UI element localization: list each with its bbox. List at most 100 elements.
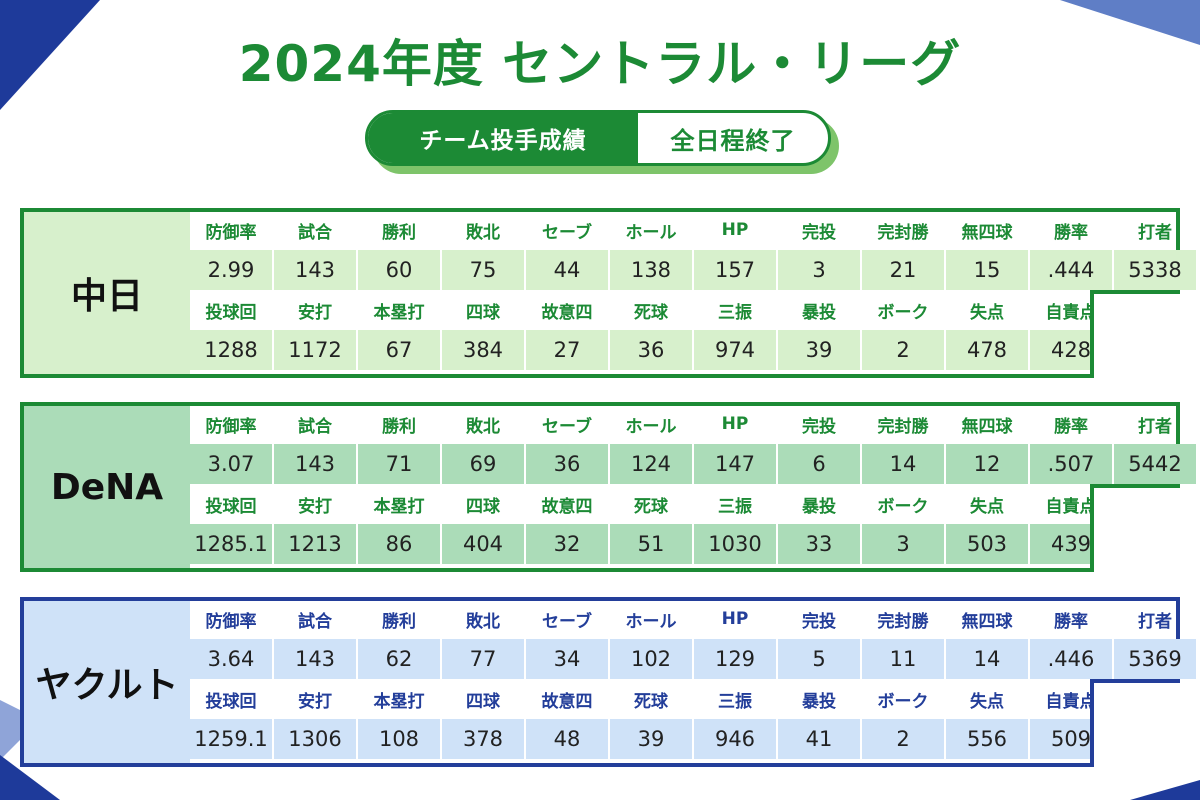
stat-header: 完投 (802, 222, 836, 243)
stat-value: 556 (946, 719, 1028, 759)
badge-status-label: 全日程終了 (670, 126, 796, 155)
stat-header: 故意四 (541, 302, 593, 323)
stat-value: 974 (694, 330, 776, 370)
stat-header: 完投 (802, 416, 836, 437)
stat-value: 108 (358, 719, 440, 759)
stat-value: 2.99 (190, 250, 272, 290)
team-stats-panel: DeNA 防御率 試合 勝利 敗北 セーブ ホール HP 完投 完封勝 無四球 勝率 打者 3.07 143… (20, 402, 1196, 572)
stat-value: 48 (526, 719, 608, 759)
stat-value: 143 (274, 444, 356, 484)
stat-value: .444 (1030, 250, 1112, 290)
stat-header: 無四球 (961, 222, 1013, 243)
stat-value: 2 (862, 330, 944, 370)
stat-header: ボーク (877, 302, 929, 323)
stat-value: 86 (358, 524, 440, 564)
stat-header-row: 防御率 試合 勝利 敗北 セーブ ホール HP 完投 完封勝 無四球 勝率 打者 (190, 601, 1198, 637)
stat-value: 5369 (1114, 639, 1196, 679)
stat-header: 敗北 (466, 222, 500, 243)
stat-header: 三振 (718, 302, 752, 323)
stat-header: ホール (625, 222, 677, 243)
stat-header: 失点 (970, 302, 1004, 323)
stat-value: 6 (778, 444, 860, 484)
stat-value-row: 3.64 143 62 77 34 102 129 5 11 14.446 5369 (190, 639, 1198, 679)
stat-header: セーブ (542, 416, 592, 437)
stat-value: 503 (946, 524, 1028, 564)
stat-header: 完投 (802, 611, 836, 632)
stat-header: 死球 (634, 302, 668, 323)
stat-value: 67 (358, 330, 440, 370)
stat-header: 死球 (634, 496, 668, 517)
stat-header: 暴投 (802, 302, 836, 323)
team-name: 中日 (24, 212, 190, 374)
stat-value: 5338 (1114, 250, 1196, 290)
stat-header: 安打 (298, 302, 332, 323)
stat-value: 33 (778, 524, 860, 564)
stat-value: 11 (862, 639, 944, 679)
stat-value-row: 2.99 143 60 75 44 138 157 3 21 15.444 5338 (190, 250, 1198, 290)
stat-value: 77 (442, 639, 524, 679)
stat-header: 本塁打 (373, 691, 425, 712)
stat-header: 四球 (466, 302, 500, 323)
stat-value: 62 (358, 639, 440, 679)
stat-header: 三振 (718, 496, 752, 517)
stat-header: 勝率 (1054, 611, 1088, 632)
stat-header: セーブ (542, 222, 592, 243)
stat-header: 敗北 (466, 611, 500, 632)
stat-header: HP (721, 414, 749, 434)
stat-header: 自責点 (1045, 496, 1097, 517)
stat-value: 75 (442, 250, 524, 290)
stat-header: ホール (625, 611, 677, 632)
stat-value: 60 (358, 250, 440, 290)
stat-value: 143 (274, 639, 356, 679)
stat-header: 試合 (298, 611, 332, 632)
stat-header: 試合 (298, 416, 332, 437)
stat-value: 147 (694, 444, 776, 484)
stat-header-row: 防御率 試合 勝利 敗北 セーブ ホール HP 完投 完封勝 無四球 勝率 打者 (190, 406, 1198, 442)
stat-value: 1306 (274, 719, 356, 759)
stat-value: 39 (610, 719, 692, 759)
stat-header: 故意四 (541, 691, 593, 712)
stat-value-row: 1259.1 1306 108 378 48 39 946 41 2 556 509 (190, 719, 1114, 759)
stat-header: 安打 (298, 691, 332, 712)
stat-header: 勝率 (1054, 416, 1088, 437)
stat-value: 36 (526, 444, 608, 484)
stat-header: ボーク (877, 496, 929, 517)
team-name: ヤクルト (24, 601, 190, 763)
stat-header: 完封勝 (877, 416, 929, 437)
stat-header: 投球回 (205, 496, 257, 517)
stat-value: 41 (778, 719, 860, 759)
stat-value: 5 (778, 639, 860, 679)
badge-category-label: チーム投手成績 (368, 113, 638, 163)
team-name: DeNA (24, 406, 190, 568)
stat-header-row: 投球回 安打 本塁打 四球 故意四 死球 三振 暴投 ボーク 失点 自責点 (190, 681, 1114, 717)
stat-header: 失点 (970, 496, 1004, 517)
stat-value: 1288 (190, 330, 272, 370)
stat-header: 完封勝 (877, 222, 929, 243)
stat-value: 1213 (274, 524, 356, 564)
stat-value: 14 (862, 444, 944, 484)
stat-value: 129 (694, 639, 776, 679)
stat-value: 2 (862, 719, 944, 759)
panel-corner-notch (1090, 484, 1180, 572)
stat-header: 打者 (1138, 611, 1172, 632)
stat-value: 3 (778, 250, 860, 290)
stat-value: 51 (610, 524, 692, 564)
stat-value: 3.07 (190, 444, 272, 484)
stat-value: 478 (946, 330, 1028, 370)
stat-value: 1030 (694, 524, 776, 564)
stat-header: 失点 (970, 691, 1004, 712)
stat-value: 15 (946, 250, 1028, 290)
stat-value: 12 (946, 444, 1028, 484)
stat-value: 69 (442, 444, 524, 484)
stat-value: .507 (1030, 444, 1112, 484)
stat-header: 打者 (1138, 416, 1172, 437)
stat-value-row: 3.07 143 71 69 36 124 147 6 14 12.507 5442 (190, 444, 1198, 484)
stat-header: 暴投 (802, 691, 836, 712)
stat-value: 3 (862, 524, 944, 564)
stat-header: 暴投 (802, 496, 836, 517)
stat-value: 378 (442, 719, 524, 759)
stat-value: 21 (862, 250, 944, 290)
stat-header: 投球回 (205, 691, 257, 712)
stat-header: 無四球 (961, 416, 1013, 437)
panel-corner-notch (1090, 290, 1180, 378)
